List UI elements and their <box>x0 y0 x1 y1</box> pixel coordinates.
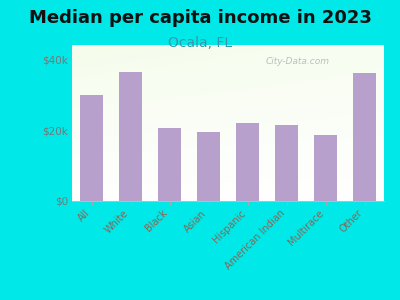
Bar <box>80 94 103 201</box>
Text: City-Data.com: City-Data.com <box>266 58 330 67</box>
Text: Ocala, FL: Ocala, FL <box>168 36 232 50</box>
Bar <box>236 123 259 201</box>
Bar <box>197 132 220 201</box>
Bar <box>353 74 376 201</box>
Bar <box>314 135 337 201</box>
Bar <box>275 125 298 201</box>
Bar <box>158 128 181 201</box>
Text: Median per capita income in 2023: Median per capita income in 2023 <box>28 9 372 27</box>
Bar <box>119 72 142 201</box>
